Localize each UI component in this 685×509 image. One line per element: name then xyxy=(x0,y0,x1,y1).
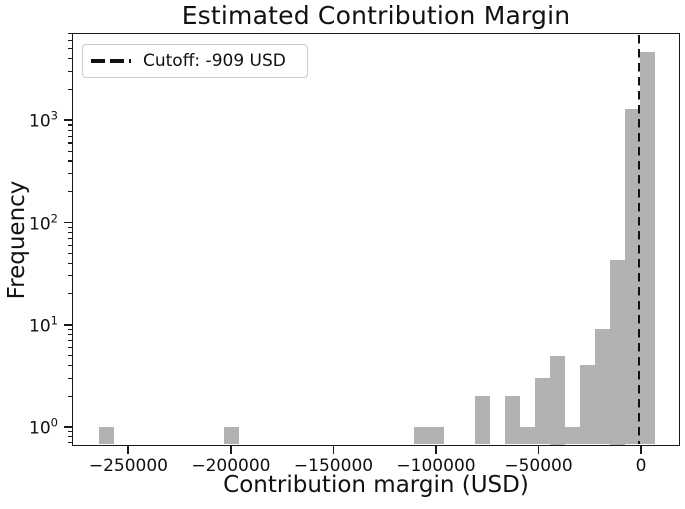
y-tick-label: 103 xyxy=(29,108,58,132)
histogram-bar xyxy=(519,426,535,445)
histogram-bar xyxy=(414,426,430,445)
x-axis-label: Contribution margin (USD) xyxy=(223,472,529,498)
y-minor-tick-mark xyxy=(67,129,72,131)
y-minor-tick-mark xyxy=(67,275,72,277)
y-minor-tick-mark xyxy=(67,395,72,397)
y-minor-tick-mark xyxy=(67,431,72,433)
y-minor-tick-mark xyxy=(67,40,72,42)
y-minor-tick-mark xyxy=(67,377,72,379)
y-tick-mark xyxy=(64,425,72,428)
x-tick-mark xyxy=(640,446,642,454)
histogram-bar xyxy=(429,426,445,445)
y-minor-tick-mark xyxy=(67,328,72,330)
y-minor-tick-mark xyxy=(67,48,72,50)
y-minor-tick-mark xyxy=(67,262,72,264)
y-tick-label: 101 xyxy=(29,313,58,337)
x-tick-mark xyxy=(435,446,437,454)
y-minor-tick-mark xyxy=(67,354,72,357)
y-minor-tick-mark xyxy=(67,173,72,175)
plot-area xyxy=(72,33,680,446)
y-tick-mark xyxy=(64,323,72,326)
y-tick-label: 102 xyxy=(29,211,58,234)
y-minor-tick-mark xyxy=(67,226,72,228)
histogram-bar xyxy=(579,365,595,445)
y-minor-tick-mark xyxy=(67,88,72,91)
y-tick-mark xyxy=(64,119,72,122)
y-minor-tick-mark xyxy=(67,237,72,239)
x-tick-mark xyxy=(537,446,540,454)
y-minor-tick-mark xyxy=(67,70,72,73)
histogram-bar xyxy=(549,355,565,445)
histogram-bar xyxy=(504,396,520,445)
y-minor-tick-mark xyxy=(67,135,72,137)
y-minor-tick-mark xyxy=(67,436,72,438)
histogram-bar xyxy=(224,426,240,445)
histogram-bar xyxy=(609,260,625,445)
y-minor-tick-mark xyxy=(67,191,72,193)
y-minor-tick-mark xyxy=(67,364,72,366)
y-minor-tick-mark xyxy=(67,252,72,254)
histogram-bar xyxy=(534,378,550,445)
x-tick-label: −100000 xyxy=(396,456,476,476)
legend-label: Cutoff: -909 USD xyxy=(143,51,286,71)
dashed-line-legend-sample xyxy=(91,59,131,63)
histogram-bar xyxy=(474,396,490,445)
y-minor-tick-mark xyxy=(67,33,72,35)
y-axis-label: Frequency xyxy=(4,180,30,300)
y-tick-label: 100 xyxy=(29,415,58,439)
x-tick-mark xyxy=(229,446,232,454)
y-minor-tick-mark xyxy=(67,442,72,444)
y-minor-tick-mark xyxy=(67,160,72,162)
x-tick-label: 0 xyxy=(635,456,647,476)
y-minor-tick-mark xyxy=(67,150,72,152)
x-tick-label: −250000 xyxy=(88,456,168,476)
y-minor-tick-mark xyxy=(67,244,72,246)
histogram-bar xyxy=(594,329,610,445)
y-minor-tick-mark xyxy=(67,231,72,233)
histogram-bar xyxy=(624,108,640,445)
y-minor-tick-mark xyxy=(67,334,72,336)
y-minor-tick-mark xyxy=(67,339,72,342)
chart-title: Estimated Contribution Margin xyxy=(181,1,571,30)
y-minor-tick-mark xyxy=(67,58,72,60)
x-tick-mark xyxy=(332,446,335,454)
y-minor-tick-mark xyxy=(67,293,72,295)
y-tick-mark xyxy=(64,221,72,224)
histogram-bar xyxy=(639,51,655,445)
cutoff-line xyxy=(637,35,641,444)
x-tick-label: −200000 xyxy=(191,456,271,476)
legend: Cutoff: -909 USD xyxy=(82,44,308,78)
x-tick-label: −50000 xyxy=(504,456,573,476)
histogram-bar xyxy=(564,426,580,445)
x-tick-mark xyxy=(127,446,130,454)
x-tick-label: −150000 xyxy=(293,456,374,476)
y-minor-tick-mark xyxy=(67,124,72,126)
histogram-bar xyxy=(99,426,115,445)
y-minor-tick-mark xyxy=(67,346,72,348)
y-minor-tick-mark xyxy=(67,142,72,144)
